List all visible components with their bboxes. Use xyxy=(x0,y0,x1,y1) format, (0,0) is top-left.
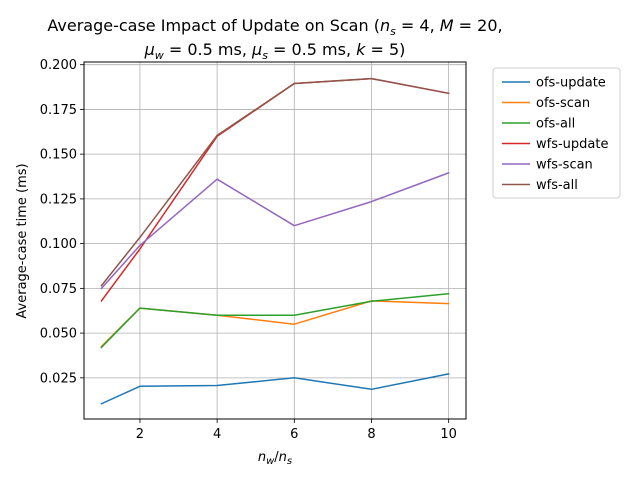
y-tick-label: 0.150 xyxy=(40,148,77,163)
x-tick-label: 6 xyxy=(290,427,298,442)
legend-label-ofs-all: ofs-all xyxy=(536,117,575,132)
chart-title-line1: Average-case Impact of Update on Scan (n… xyxy=(47,16,502,38)
y-tick-label: 0.025 xyxy=(40,371,77,386)
axis-ticks: 2 4 6 8 10 0.025 0.050 0.075 0.100 0.125 0.150 0.17… xyxy=(40,58,457,442)
series-lines xyxy=(100,77,450,405)
legend-label-wfs-update: wfs-update xyxy=(536,137,608,152)
plot-area-frame xyxy=(83,61,467,420)
grid xyxy=(84,62,466,419)
chart-title-line2: μw = 0.5 ms, μs = 0.5 ms, k = 5) xyxy=(144,40,406,62)
y-tick-label: 0.100 xyxy=(40,237,77,252)
legend-label-wfs-scan: wfs-scan xyxy=(536,158,593,173)
series-line-ofs-scan xyxy=(100,300,450,348)
x-tick-label: 10 xyxy=(440,427,457,442)
y-axis-label: Average-case time (ms) xyxy=(15,163,30,318)
series-line-ofs-update xyxy=(100,373,450,405)
y-tick-label: 0.175 xyxy=(40,103,77,118)
series-line-ofs-all xyxy=(100,292,450,349)
x-axis-label: nw/ns xyxy=(258,450,292,467)
legend-label-ofs-scan: ofs-scan xyxy=(536,96,590,111)
y-tick-label: 0.200 xyxy=(40,58,77,73)
legend-box xyxy=(492,67,621,199)
x-tick-label: 8 xyxy=(367,427,375,442)
series-line-wfs-update xyxy=(100,77,450,302)
y-tick-label: 0.125 xyxy=(40,192,77,207)
series-line-wfs-scan xyxy=(100,171,450,290)
series-line-wfs-all xyxy=(100,77,450,287)
x-tick-label: 4 xyxy=(213,427,221,442)
y-tick-label: 0.050 xyxy=(40,327,77,342)
legend: ofs-update ofs-scan ofs-all wfs-update wfs-s… xyxy=(492,67,621,199)
legend-label-ofs-update: ofs-update xyxy=(536,76,606,91)
y-tick-label: 0.075 xyxy=(40,282,77,297)
legend-label-wfs-all: wfs-all xyxy=(536,178,578,193)
x-tick-label: 2 xyxy=(136,427,144,442)
